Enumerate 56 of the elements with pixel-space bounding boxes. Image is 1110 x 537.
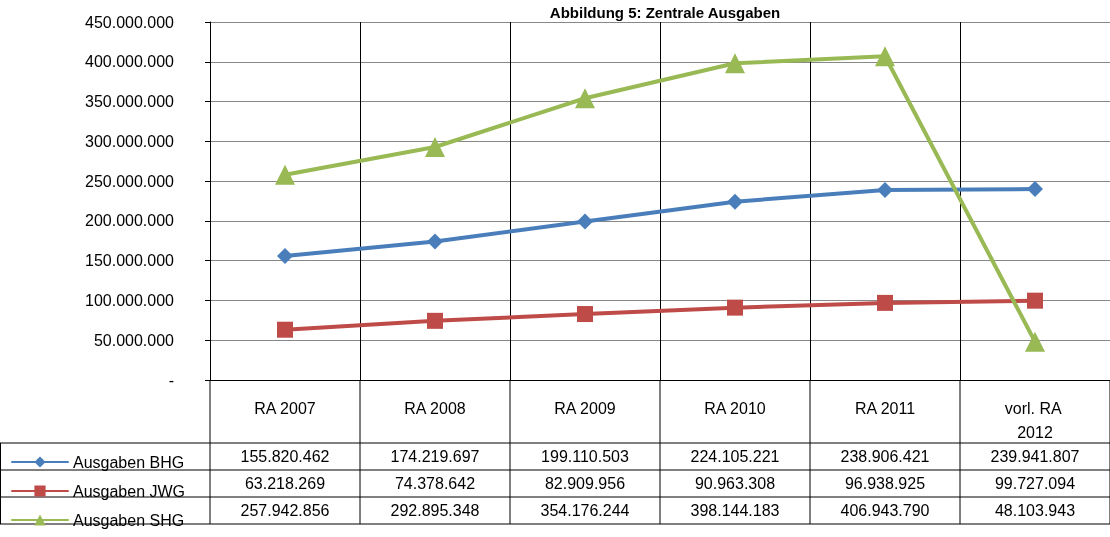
data-label: 292.895.348 [390, 502, 480, 519]
x-tick-label: RA 2007 [254, 399, 316, 417]
data-label: 257.942.856 [240, 502, 330, 519]
point [577, 306, 593, 323]
x-tick-label: RA 2009 [554, 399, 616, 417]
x-tick-label: RA 2010 [704, 399, 766, 417]
data-label: 63.218.269 [244, 475, 326, 492]
point [727, 299, 743, 316]
y-tick-label: 100.000.000 [85, 291, 175, 309]
x-tick-label: vorl. RA 2012 [1004, 399, 1066, 441]
y-tick-label: 200.000.000 [85, 212, 175, 230]
data-label: 398.144.183 [690, 502, 780, 519]
point [575, 88, 595, 109]
point [425, 136, 445, 157]
y-tick-label: 150.000.000 [85, 252, 175, 270]
x-tick-label: RA 2011 [854, 399, 916, 417]
point [577, 213, 593, 230]
y-tick-label: 350.000.000 [85, 93, 175, 111]
data-label: 354.176.244 [540, 502, 630, 519]
y-tick-label: 450.000.000 [85, 13, 175, 31]
point [277, 321, 293, 338]
y-tick-label: 400.000.000 [85, 53, 175, 71]
point [427, 233, 443, 250]
y-tick-label: 300.000.000 [85, 132, 175, 150]
data-label: 96.938.925 [844, 475, 926, 492]
point [277, 248, 293, 265]
point [1027, 292, 1043, 309]
data-label: 239.941.807 [990, 448, 1080, 465]
y-tick-label: - [168, 371, 174, 389]
point [875, 46, 895, 67]
data-label: 82.909.956 [544, 475, 626, 492]
point [725, 53, 745, 74]
point [727, 193, 743, 210]
point [275, 164, 295, 185]
data-label: 199.110.503 [541, 448, 629, 465]
data-label: 99.727.094 [994, 475, 1076, 492]
data-label: 174.219.697 [390, 448, 480, 465]
point [1027, 181, 1043, 198]
data-label: 224.105.221 [690, 448, 780, 465]
legend-label: Ausgaben JWG [73, 482, 186, 500]
data-label: 74.378.642 [394, 475, 476, 492]
data-label: 155.820.462 [240, 448, 330, 465]
data-label: 48.103.943 [994, 502, 1076, 519]
point [877, 294, 893, 311]
data-label: 238.906.421 [840, 448, 930, 465]
point [877, 181, 893, 198]
chart-title: Abbildung 5: Zentrale Ausgaben [549, 4, 781, 21]
x-tick-label: RA 2008 [404, 399, 466, 417]
point [1025, 331, 1045, 352]
legend-label: Ausgaben BHG [73, 453, 185, 471]
y-tick-label: 50.000.000 [93, 331, 175, 349]
data-label: 90.963.308 [694, 475, 776, 492]
y-tick-label: 250.000.000 [85, 172, 175, 190]
legend-label: Ausgaben SHG [73, 511, 185, 529]
data-label: 406.943.790 [840, 502, 930, 519]
point [427, 312, 443, 329]
